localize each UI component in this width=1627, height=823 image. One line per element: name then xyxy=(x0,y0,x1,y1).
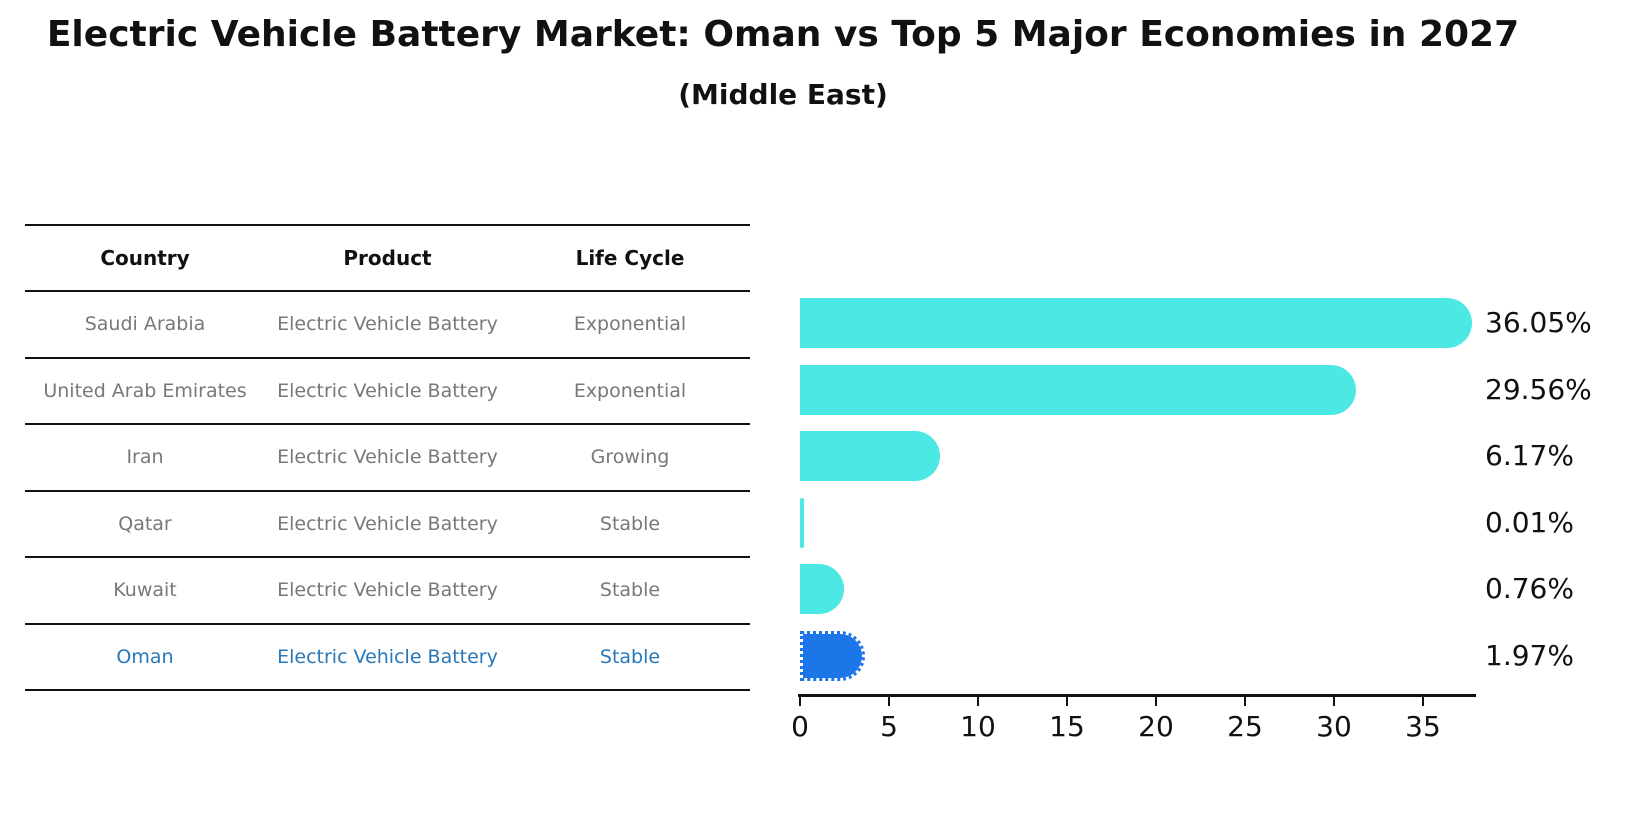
column-header-country: Country xyxy=(100,246,190,270)
table-row-saudi-arabia: Saudi Arabia Electric Vehicle Battery Expo… xyxy=(25,292,750,359)
cell-country: Qatar xyxy=(118,512,172,535)
x-tick-0 xyxy=(798,696,802,706)
x-tick-label-25: 25 xyxy=(1227,710,1263,743)
cell-life-cycle: Stable xyxy=(599,645,661,668)
cell-product: Electric Vehicle Battery xyxy=(277,446,498,469)
cell-product: Electric Vehicle Battery xyxy=(277,379,498,402)
cell-country: Oman xyxy=(116,645,174,668)
bar-saudi-arabia xyxy=(800,298,1472,348)
x-tick-label-0: 0 xyxy=(791,710,809,743)
cell-product: Electric Vehicle Battery xyxy=(277,645,498,668)
x-tick-label-20: 20 xyxy=(1138,710,1174,743)
cell-country: United Arab Emirates xyxy=(43,379,247,402)
cell-life-cycle: Stable xyxy=(599,512,661,535)
bar-qatar xyxy=(800,497,804,548)
value-label-oman: 1.97% xyxy=(1485,638,1574,672)
table-row-qatar: Qatar Electric Vehicle Battery Stable xyxy=(25,492,750,558)
x-tick-20 xyxy=(1154,696,1158,706)
table-header-row: Country Product Life Cycle xyxy=(25,226,750,292)
cell-life-cycle: Exponential xyxy=(573,379,687,402)
value-label-qatar: 0.01% xyxy=(1485,505,1574,539)
cell-life-cycle: Exponential xyxy=(573,313,687,336)
cell-country: Kuwait xyxy=(113,579,177,602)
column-header-product: Product xyxy=(343,246,432,270)
x-tick-5 xyxy=(887,696,891,706)
table-row-united-arab-emirates: United Arab Emirates Electric Vehicle Bat… xyxy=(25,359,750,425)
cell-product: Electric Vehicle Battery xyxy=(277,579,498,602)
cell-country: Saudi Arabia xyxy=(84,313,206,336)
x-tick-label-10: 10 xyxy=(960,710,996,743)
bar-oman xyxy=(800,630,865,681)
x-tick-10 xyxy=(976,696,980,706)
value-label-kuwait: 0.76% xyxy=(1485,572,1574,605)
cell-product: Electric Vehicle Battery xyxy=(277,512,498,535)
page-subtitle: (Middle East) xyxy=(678,78,888,111)
x-tick-label-30: 30 xyxy=(1316,710,1352,743)
value-label-saudi-arabia: 36.05% xyxy=(1485,306,1592,339)
table-row-oman: Oman Electric Vehicle Battery Stable xyxy=(25,625,750,691)
bar-united-arab-emirates xyxy=(800,364,1356,415)
x-tick-label-5: 5 xyxy=(880,710,898,743)
table-body: Saudi Arabia Electric Vehicle Battery Expo… xyxy=(25,292,750,691)
cell-country: Iran xyxy=(126,446,164,469)
cell-life-cycle: Growing xyxy=(590,446,670,469)
x-tick-30 xyxy=(1332,696,1336,706)
x-axis-line xyxy=(798,694,1476,697)
table-row-iran: Iran Electric Vehicle Battery Growing xyxy=(25,425,750,492)
column-header-life-cycle: Life Cycle xyxy=(575,246,685,270)
x-tick-35 xyxy=(1421,696,1425,706)
x-tick-label-35: 35 xyxy=(1405,710,1441,743)
x-tick-25 xyxy=(1243,696,1247,706)
x-tick-15 xyxy=(1065,696,1069,706)
table-row-kuwait: Kuwait Electric Vehicle Battery Stable xyxy=(25,558,750,625)
cell-life-cycle: Stable xyxy=(599,579,661,602)
x-tick-label-15: 15 xyxy=(1049,710,1085,743)
value-label-iran: 6.17% xyxy=(1485,439,1574,472)
cell-product: Electric Vehicle Battery xyxy=(277,313,498,336)
page-title: Electric Vehicle Battery Market: Oman vs… xyxy=(46,14,1520,55)
bar-iran xyxy=(800,431,940,481)
value-label-united-arab-emirates: 29.56% xyxy=(1485,372,1592,406)
bar-kuwait xyxy=(800,564,844,614)
country-comparison-table: Country Product Life Cycle Saudi Arabia E… xyxy=(25,224,750,691)
